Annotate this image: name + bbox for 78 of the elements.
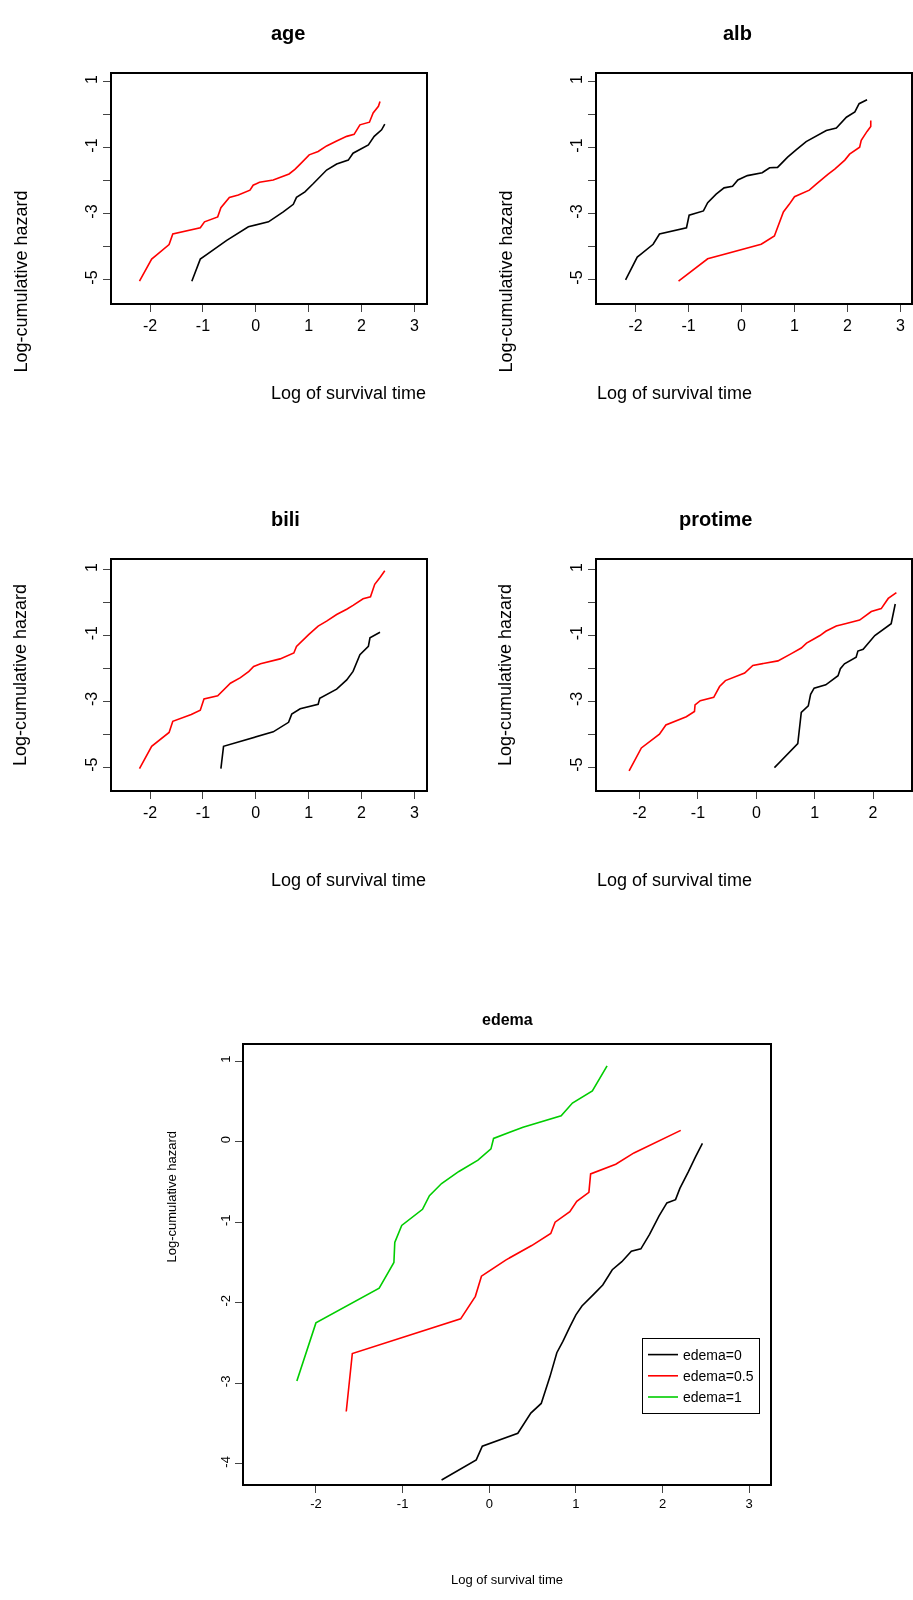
y-tick-label: -1 (218, 1214, 234, 1227)
x-tick-label: -1 (690, 803, 706, 821)
legend-label: edema=0 (683, 1347, 742, 1364)
line-series (296, 1065, 608, 1382)
x-tick-label: -1 (681, 316, 696, 334)
y-tick-label: -5 (82, 270, 100, 285)
line-series (220, 631, 381, 770)
legend-label: edema=0.5 (683, 1368, 754, 1385)
x-tick-label: 3 (745, 1496, 753, 1512)
chart-title: alb (723, 22, 752, 44)
y-axis-title: Log-cumulative hazard (10, 583, 30, 766)
y-tick-label: -1 (567, 138, 585, 153)
x-tick-label: 1 (304, 316, 314, 334)
chart-title: edema (482, 1011, 533, 1028)
line-series (138, 570, 386, 770)
x-axis-title: Log of survival time (597, 383, 753, 403)
y-tick-label: -4 (218, 1456, 234, 1468)
x-tick-label: -2 (142, 316, 158, 334)
chart-title: protime (679, 508, 753, 530)
y-tick-label: -5 (567, 757, 585, 772)
x-axis-title: Log of survival time (271, 870, 427, 890)
y-axis-title: Log-cumulative hazard (495, 190, 516, 373)
y-tick-label: -5 (82, 757, 100, 772)
x-tick-label: 2 (357, 803, 367, 821)
x-tick-label: -2 (310, 1496, 322, 1512)
y-tick-label: 1 (567, 562, 585, 572)
line-series (628, 591, 898, 772)
x-tick-label: 1 (790, 316, 800, 334)
line-series (138, 100, 381, 283)
x-tick-label: -2 (628, 316, 643, 334)
x-tick-label: 0 (737, 316, 747, 334)
y-axis-title: Log-cumulative hazard (163, 1130, 179, 1263)
y-tick-label: -3 (82, 691, 100, 707)
x-tick-label: 1 (810, 803, 820, 821)
y-axis-title: Log-cumulative hazard (10, 190, 31, 373)
line-series (677, 119, 872, 283)
x-tick-label: 2 (658, 1496, 667, 1512)
x-tick-label: 3 (895, 316, 905, 334)
x-tick-label: -1 (195, 803, 211, 821)
x-tick-label: 0 (751, 803, 761, 821)
y-tick-label: 1 (218, 1055, 234, 1063)
y-tick-label: -3 (567, 691, 585, 707)
y-tick-label: -1 (82, 138, 100, 153)
x-tick-label: 3 (409, 316, 419, 334)
x-tick-label: -1 (195, 316, 211, 334)
y-tick-label: 1 (82, 74, 100, 84)
y-tick-label: 0 (218, 1136, 234, 1144)
x-tick-label: -1 (396, 1496, 409, 1512)
x-tick-label: 1 (304, 803, 314, 821)
x-tick-label: 0 (251, 316, 261, 334)
y-tick-label: -3 (82, 204, 100, 219)
chart-title: bili (271, 508, 300, 530)
line-series (773, 603, 897, 769)
line-series (345, 1129, 682, 1413)
x-axis-title: Log of survival time (597, 870, 753, 890)
x-axis-title: Log of survival time (271, 383, 427, 403)
x-tick-label: 2 (843, 316, 853, 334)
y-axis-title: Log-cumulative hazard (495, 583, 515, 766)
y-tick-label: -1 (82, 625, 100, 641)
y-tick-label: -5 (567, 270, 585, 285)
x-axis-title: Log of survival time (451, 1572, 563, 1587)
chart-title: age (271, 22, 306, 44)
x-tick-label: 3 (409, 803, 419, 821)
y-tick-label: -2 (218, 1295, 234, 1307)
x-tick-label: -2 (142, 803, 158, 821)
x-tick-label: 2 (868, 803, 878, 821)
x-tick-label: -2 (632, 803, 647, 821)
x-tick-label: 0 (485, 1496, 493, 1512)
y-tick-label: -3 (218, 1375, 234, 1388)
y-tick-label: 1 (82, 562, 100, 572)
line-series (191, 123, 386, 283)
y-tick-label: -1 (567, 625, 585, 641)
x-tick-label: 2 (357, 316, 367, 334)
y-tick-label: -3 (567, 204, 585, 219)
line-series (624, 98, 868, 281)
legend-label: edema=1 (683, 1389, 742, 1406)
y-tick-label: 1 (567, 74, 585, 84)
x-tick-label: 0 (251, 803, 261, 821)
